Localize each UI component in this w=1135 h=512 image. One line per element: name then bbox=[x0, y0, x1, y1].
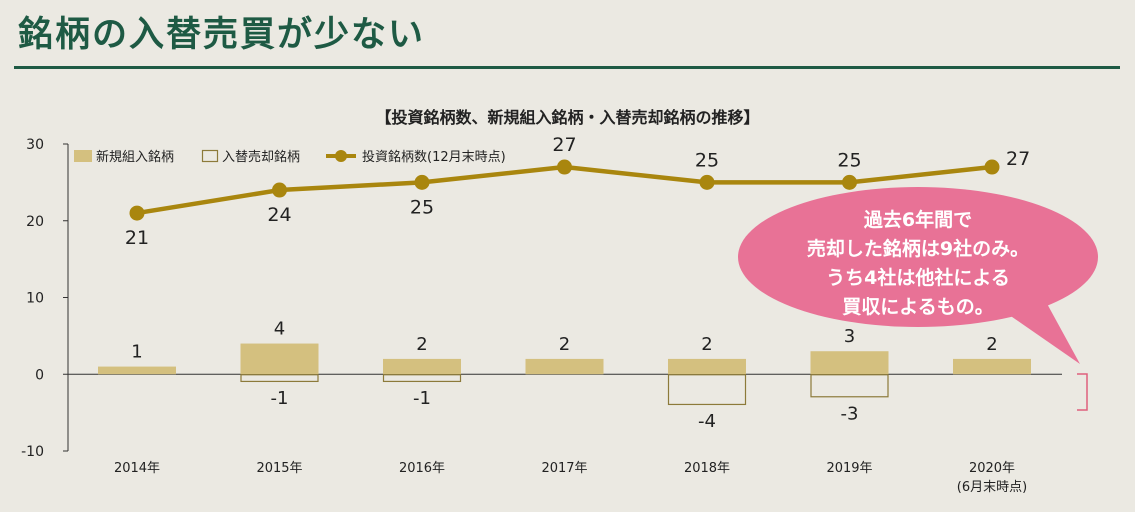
y-tick-label: -10 bbox=[21, 444, 44, 460]
line-series-group bbox=[129, 159, 1000, 221]
data-label-new: 2 bbox=[559, 334, 570, 355]
page-title: 銘柄の入替売買が少ない bbox=[18, 15, 426, 55]
legend-swatch-marker bbox=[335, 150, 347, 162]
bar-sold bbox=[240, 374, 319, 383]
data-label-line: 27 bbox=[552, 134, 576, 156]
line-point bbox=[984, 159, 1000, 175]
bar-sold bbox=[667, 374, 747, 406]
callout-ellipse bbox=[738, 187, 1098, 327]
data-label-new: 2 bbox=[701, 334, 712, 355]
bar-new bbox=[668, 358, 746, 375]
legend-swatch-new bbox=[74, 150, 92, 162]
data-label-new: 3 bbox=[844, 326, 855, 347]
bar-new bbox=[525, 358, 604, 375]
data-label-sold: -4 bbox=[698, 411, 716, 432]
line-point bbox=[557, 159, 572, 175]
line-point bbox=[129, 205, 145, 221]
callout-bracket bbox=[1077, 373, 1088, 411]
x-tick-label: 2017年 bbox=[541, 461, 587, 476]
x-tick-label: 2020年 bbox=[969, 461, 1015, 476]
data-label-line: 21 bbox=[125, 227, 149, 249]
y-tick-label: 0 bbox=[35, 367, 44, 383]
y-tick-label: 30 bbox=[26, 137, 44, 153]
legend-label-new: 新規組入銘柄 bbox=[96, 149, 174, 165]
line-point bbox=[272, 182, 287, 198]
bar-new bbox=[240, 343, 319, 375]
legend-swatch-sold bbox=[201, 149, 219, 163]
data-label-new: 2 bbox=[416, 334, 427, 355]
x-tick-label: 2019年 bbox=[826, 461, 872, 476]
data-label-line: 24 bbox=[267, 204, 291, 226]
x-tick-label: 2018年 bbox=[684, 461, 730, 476]
data-label-new: 4 bbox=[274, 319, 285, 340]
chart-title: 【投資銘柄数、新規組入銘柄・入替売却銘柄の推移】 bbox=[375, 108, 760, 127]
x-tick-sublabel: (6月末時点) bbox=[957, 480, 1027, 495]
line-point bbox=[842, 174, 857, 190]
data-labels-group: 1 4 2 2 2 3 2 -1 -1 -4 -3 21 24 25 27 25 25 27 bbox=[125, 134, 1030, 432]
data-label-sold: -3 bbox=[841, 403, 859, 424]
legend-label-line: 投資銘柄数(12月末時点) bbox=[362, 149, 506, 165]
line-point bbox=[414, 174, 430, 190]
bar-new bbox=[953, 358, 1031, 375]
data-label-line: 25 bbox=[837, 149, 861, 171]
title-divider bbox=[14, 66, 1120, 69]
x-tick-label: 2014年 bbox=[114, 461, 160, 476]
callout-text: 過去6年間で 売却した銘柄は9社のみ。 うち4社は他社による 買収によるもの。 bbox=[806, 209, 1030, 318]
data-label-new: 1 bbox=[131, 342, 142, 363]
bar-new bbox=[98, 366, 176, 375]
legend: 新規組入銘柄 入替売却銘柄 投資銘柄数(12月末時点) bbox=[74, 149, 506, 165]
line-point bbox=[699, 174, 715, 190]
bar-sold bbox=[810, 374, 889, 398]
chart-axes: -10 0 10 20 30 2014年 2015年 2016年 2017年 2018年 2019年… bbox=[21, 137, 1062, 495]
data-label-line: 27 bbox=[1006, 148, 1030, 170]
callout-bubble bbox=[738, 187, 1098, 411]
bar-new bbox=[383, 358, 461, 375]
callout-tail bbox=[1005, 300, 1080, 364]
data-label-sold: -1 bbox=[271, 388, 289, 409]
data-label-line: 25 bbox=[410, 196, 434, 218]
legend-label-sold: 入替売却銘柄 bbox=[222, 149, 300, 165]
bars-group bbox=[98, 343, 1031, 406]
y-tick-label: 20 bbox=[26, 214, 44, 230]
y-tick-label: 10 bbox=[26, 291, 44, 307]
data-label-new: 2 bbox=[986, 334, 997, 355]
x-tick-label: 2015年 bbox=[256, 461, 302, 476]
data-label-sold: -1 bbox=[413, 388, 431, 409]
x-tick-label: 2016年 bbox=[399, 461, 445, 476]
bar-sold bbox=[382, 374, 462, 383]
bar-new bbox=[810, 351, 889, 375]
data-label-line: 25 bbox=[695, 149, 719, 171]
